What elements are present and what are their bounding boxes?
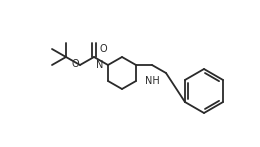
Text: O: O <box>99 44 107 54</box>
Text: N: N <box>96 60 103 70</box>
Text: O: O <box>72 59 79 69</box>
Text: NH: NH <box>145 76 160 86</box>
